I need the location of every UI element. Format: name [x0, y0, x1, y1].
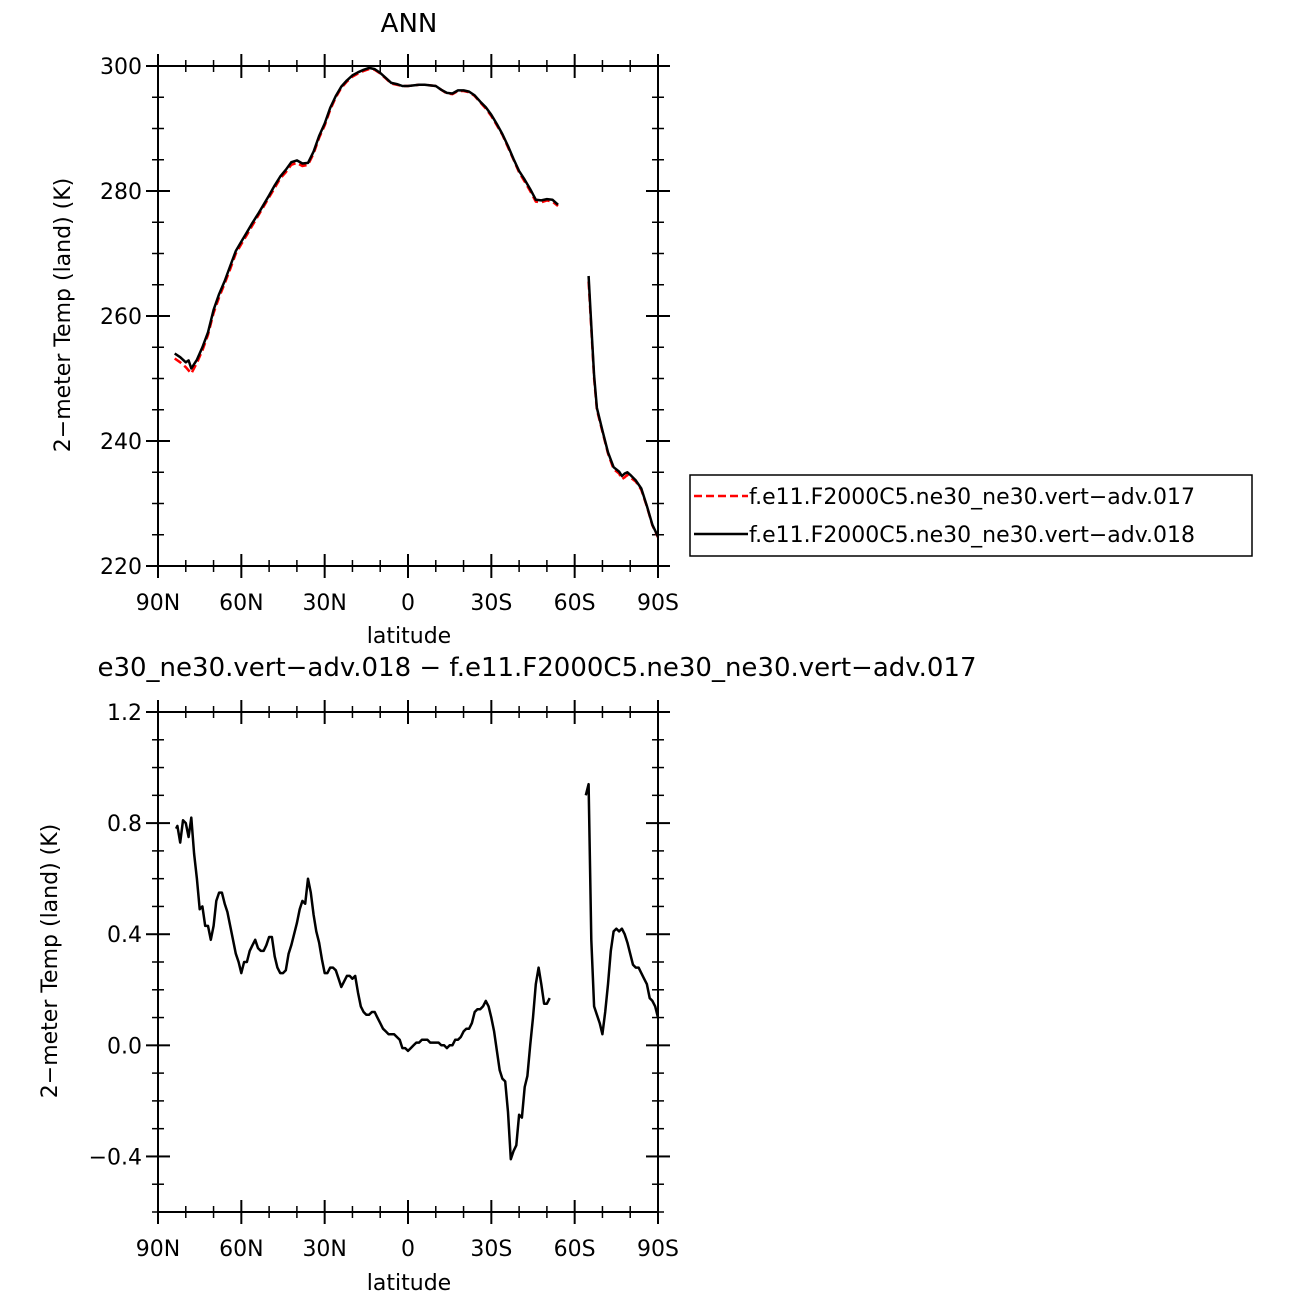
bottom-chart-xlabel: latitude — [367, 1271, 451, 1296]
bottom-y-tick-label: 0.8 — [107, 812, 142, 837]
top-x-tick-label: 30N — [302, 591, 346, 616]
bottom-y-tick-label: 0.4 — [107, 923, 142, 948]
top-series-line-0 — [587, 281, 660, 538]
bottom-y-tick-label: 1.2 — [107, 701, 142, 726]
top-x-tick-label: 60N — [219, 591, 263, 616]
bottom-chart: e30_ne30.vert−adv.018 − f.e11.F2000C5.ne… — [38, 653, 977, 1296]
bottom-chart-title: e30_ne30.vert−adv.018 − f.e11.F2000C5.ne… — [97, 653, 976, 683]
top-x-tick-label: 0 — [401, 591, 415, 616]
top-chart-ylabel: 2−meter Temp (land) (K) — [51, 178, 76, 452]
bottom-x-tick-label: 0 — [401, 1237, 415, 1262]
bottom-series-line-0 — [174, 816, 551, 1161]
bottom-series-line-0 — [584, 782, 660, 1036]
bottom-x-tick-label: 30N — [302, 1237, 346, 1262]
bottom-chart-frame — [157, 711, 659, 1213]
bottom-x-tick-label: 90N — [136, 1237, 180, 1262]
top-chart-frame — [157, 65, 659, 567]
top-y-tick-label: 260 — [100, 305, 142, 330]
legend: f.e11.F2000C5.ne30_ne30.vert−adv.017 f.e… — [689, 474, 1253, 557]
top-series-line-1 — [587, 275, 660, 538]
top-chart-xlabel: latitude — [367, 624, 451, 649]
bottom-y-tick-label: 0.0 — [107, 1034, 142, 1059]
top-chart-title: ANN — [381, 9, 438, 39]
top-chart-series — [173, 66, 660, 538]
bottom-y-tick-label: −0.4 — [89, 1145, 142, 1170]
top-x-tick-label: 90S — [637, 591, 679, 616]
top-x-tick-label: 60S — [554, 591, 596, 616]
top-x-tick-label: 30S — [470, 591, 512, 616]
top-chart: ANN 2−meter Temp (land) (K) latitude 90N… — [51, 9, 679, 649]
legend-label-017: f.e11.F2000C5.ne30_ne30.vert−adv.017 — [749, 485, 1195, 510]
bottom-x-tick-label: 30S — [470, 1237, 512, 1262]
bottom-chart-ylabel: 2−meter Temp (land) (K) — [38, 824, 63, 1098]
top-series-line-1 — [174, 66, 559, 370]
bottom-chart-ticks: 90N 60N 30N 0 30S 60S 90S 1.2 0.8 0.4 0.0 −0.4 — [89, 700, 679, 1262]
bottom-x-tick-label: 60S — [554, 1237, 596, 1262]
top-y-tick-label: 240 — [100, 430, 142, 455]
legend-box — [689, 474, 1253, 557]
top-y-tick-label: 280 — [100, 180, 142, 205]
bottom-chart-series — [174, 782, 660, 1161]
legend-label-018: f.e11.F2000C5.ne30_ne30.vert−adv.018 — [749, 523, 1195, 548]
top-y-tick-label: 220 — [100, 555, 142, 580]
bottom-x-tick-label: 90S — [637, 1237, 679, 1262]
top-y-tick-label: 300 — [100, 55, 142, 80]
top-series-line-0 — [173, 67, 559, 375]
bottom-x-tick-label: 60N — [219, 1237, 263, 1262]
top-x-tick-label: 90N — [136, 591, 180, 616]
